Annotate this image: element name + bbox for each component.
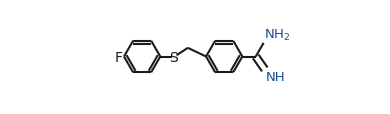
Text: NH: NH: [266, 71, 285, 83]
Text: NH$_2$: NH$_2$: [264, 28, 291, 43]
Text: F: F: [114, 50, 122, 64]
Text: S: S: [169, 50, 178, 64]
